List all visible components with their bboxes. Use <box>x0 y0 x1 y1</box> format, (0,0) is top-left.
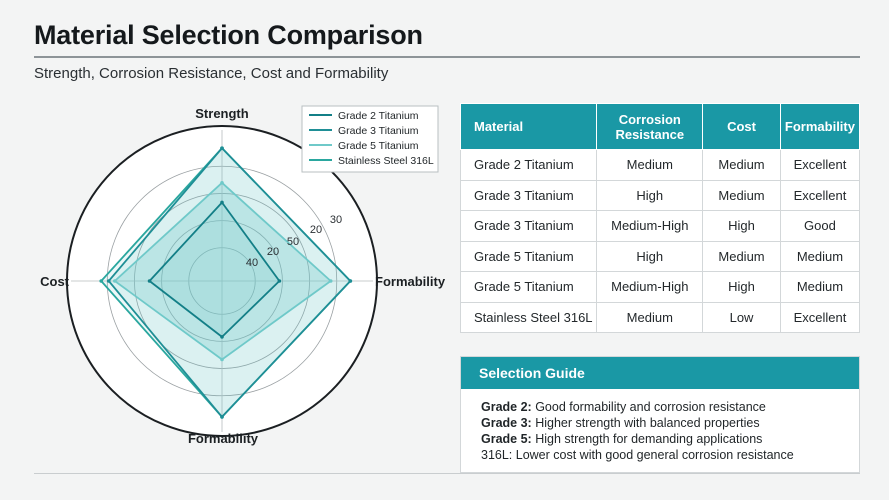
guide-item-label: Grade 2: <box>481 400 532 414</box>
radar-point <box>106 279 111 283</box>
cell-cost: High <box>702 271 781 303</box>
cell-corrosion: High <box>596 240 704 272</box>
cell-cost: Low <box>702 301 781 333</box>
tick-label: 40 <box>246 257 258 269</box>
col-header-formability: Formability <box>779 103 861 150</box>
guide-item-label: Grade 3: <box>481 416 532 430</box>
axis-label-bottom: Formability <box>188 431 259 446</box>
guide-item-text: High strength for demanding applications <box>531 432 763 446</box>
chart-legend: Grade 2 Titanium Grade 3 Titanium Grade … <box>301 105 439 173</box>
radar-point <box>348 279 353 283</box>
table-header-row: Material Corrosion Resistance Cost Forma… <box>459 103 861 150</box>
radar-point <box>220 146 224 150</box>
selection-guide-panel: Selection Guide Grade 2: Good formabilit… <box>460 356 860 473</box>
comparison-table: Material Corrosion Resistance Cost Forma… <box>459 103 861 333</box>
legend-label-2: Grade 5 Titanium <box>338 140 419 152</box>
footer-divider <box>34 473 860 474</box>
legend-label-1: Grade 3 Titanium <box>338 125 419 137</box>
cell-formability: Medium <box>779 271 861 303</box>
radar-point <box>277 279 282 283</box>
guide-item: Grade 3: Higher strength with balanced p… <box>481 415 859 431</box>
col-header-corrosion: Corrosion Resistance <box>596 103 704 150</box>
tick-label: 30 <box>330 214 342 226</box>
radar-point <box>147 279 152 283</box>
radar-series <box>99 146 353 419</box>
guide-item: Grade 5: High strength for demanding app… <box>481 431 859 447</box>
table-row: Grade 2 Titanium Medium Medium Excellent <box>459 149 861 181</box>
cell-corrosion: Medium-High <box>596 210 704 242</box>
guide-item-text: 316L: Lower cost with good general corro… <box>481 448 794 462</box>
cell-corrosion: Medium <box>596 301 704 333</box>
radar-point <box>112 279 117 283</box>
legend-label-0: Grade 2 Titanium <box>338 110 419 122</box>
col-header-cost: Cost <box>702 103 781 150</box>
cell-material: Stainless Steel 316L <box>459 301 598 333</box>
guide-item: Grade 2: Good formability and corrosion … <box>481 399 859 415</box>
radar-point <box>220 357 224 362</box>
guide-item-text: Higher strength with balanced properties <box>531 416 760 430</box>
cell-material: Grade 5 Titanium <box>459 240 598 272</box>
tick-label: 50 <box>287 236 299 248</box>
axis-label-right: Formability <box>375 274 446 289</box>
axis-label-left: Cost <box>40 274 70 289</box>
table-row: Stainless Steel 316L Medium Low Excellen… <box>459 301 861 333</box>
axis-label-top: Strength <box>195 106 249 121</box>
cell-material: Grade 2 Titanium <box>459 149 598 181</box>
cell-cost: Medium <box>702 179 781 211</box>
radar-chart: Strength Formability Formability Cost 40… <box>40 105 446 446</box>
cell-material: Grade 3 Titanium <box>459 210 598 242</box>
cell-cost: High <box>702 210 781 242</box>
radar-point <box>328 279 333 283</box>
radar-point <box>220 335 224 339</box>
radar-grid <box>66 125 378 437</box>
cell-corrosion: High <box>596 179 704 211</box>
cell-cost: Medium <box>702 240 781 272</box>
tick-label: 20 <box>310 224 322 236</box>
cell-material: Grade 3 Titanium <box>459 179 598 211</box>
radar-point <box>220 181 224 185</box>
cell-corrosion: Medium <box>596 149 704 181</box>
cell-formability: Medium <box>779 240 861 272</box>
radar-point <box>220 415 224 419</box>
cell-material: Grade 5 Titanium <box>459 271 598 303</box>
cell-formability: Excellent <box>779 179 861 211</box>
table-row: Grade 5 Titanium High Medium Medium <box>459 240 861 272</box>
col-header-material: Material <box>459 103 598 150</box>
cell-corrosion: Medium-High <box>596 271 704 303</box>
radar-point <box>220 200 224 205</box>
legend-label-3: Stainless Steel 316L <box>338 155 434 167</box>
table-row: Grade 3 Titanium Medium-High High Good <box>459 210 861 242</box>
guide-item: 316L: Lower cost with good general corro… <box>481 447 859 463</box>
cell-formability: Excellent <box>779 301 861 333</box>
page-subtitle: Strength, Corrosion Resistance, Cost and… <box>34 65 389 82</box>
table-row: Grade 3 Titanium High Medium Excellent <box>459 179 861 211</box>
guide-item-label: Grade 5: <box>481 432 532 446</box>
tick-label: 20 <box>267 246 279 258</box>
page-title: Material Selection Comparison <box>34 20 423 50</box>
cell-cost: Medium <box>702 149 781 181</box>
radar-point <box>99 279 103 283</box>
selection-guide-title: Selection Guide <box>461 357 859 389</box>
selection-guide-body: Grade 2: Good formability and corrosion … <box>461 389 859 463</box>
cell-formability: Excellent <box>779 149 861 181</box>
title-divider <box>34 56 860 58</box>
cell-formability: Good <box>779 210 861 242</box>
guide-item-text: Good formability and corrosion resistanc… <box>531 400 766 414</box>
table-row: Grade 5 Titanium Medium-High High Medium <box>459 271 861 303</box>
